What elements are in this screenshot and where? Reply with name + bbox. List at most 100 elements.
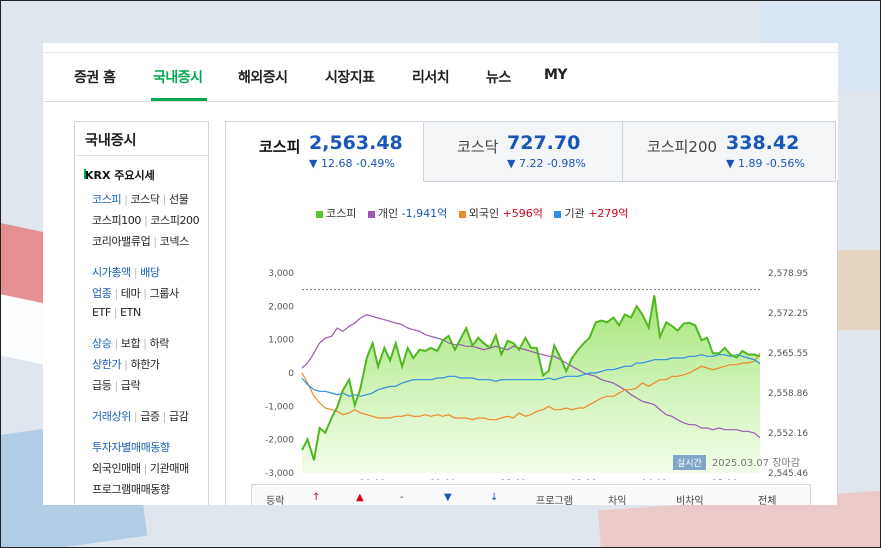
index-tabs: 코스피 2,563.48 ▼ 12.68 -0.49% 코스닥 727.70 ▼… [225,121,836,182]
series-line-institution [301,354,761,397]
sidebar-row: 코스피100 | 코스피200 [92,214,200,227]
sidebar-row: 투자자별매매동향 [92,439,170,455]
nav-stock-home[interactable]: 증권 홈 [74,70,116,86]
sidebar-row: ETF | ETN [92,306,141,319]
kospi-area [302,295,760,473]
x-tick-label: 11:00 [430,479,456,480]
nav-news[interactable]: 뉴스 [486,70,511,86]
sidebar-link-etn[interactable]: ETN [120,306,141,319]
tab-kospi200[interactable]: 코스피200 338.42 ▼ 1.89 -0.56% [622,121,836,182]
sidebar-link-kospi[interactable]: 코스피 [92,193,122,206]
y-left-tick-label: 0 [288,369,294,379]
sidebar-row: 프로그램매매동향 [92,481,170,497]
series-line-kospi [301,295,761,461]
intraday-chart: 3,000 2,000 1,000 0 -1,000 -2,000 -3,000 2,578… [265,269,808,480]
sidebar-link-konex[interactable]: 코넥스 [159,235,190,248]
tab-kosdaq[interactable]: 코스닥 727.70 ▼ 7.22 -0.98% [423,121,623,182]
tab-kospi[interactable]: 코스피 2,563.48 ▼ 12.68 -0.49% [225,121,424,182]
sidebar-link-unchanged[interactable]: 보합 [120,337,141,350]
sidebar-link-volume-top[interactable]: 거래상위 [92,410,131,423]
bottom-summary-bar: 등락 ↑ ▲ - ▼ ↓ 프로그램 차익 비차익 전체 [251,484,811,505]
sidebar-row: 급등 | 급락 [92,379,141,392]
legend-institution: 기관 +279억 [554,205,629,221]
y-right-tick-label: 2,552.16 [768,429,808,439]
sidebar-link-institution-trade[interactable]: 기관매매 [149,462,189,475]
nav-indicators[interactable]: 시장지표 [325,70,375,86]
bottom-label-program: 프로그램 [536,496,573,505]
series-line-individual [301,314,761,439]
y-left-tick-label: 1,000 [268,336,294,346]
bottom-label-flat: - [400,492,404,503]
sidebar-link-plunge[interactable]: 급락 [120,379,141,392]
sidebar-link-foreign-trade[interactable]: 외국인매매 [92,462,141,475]
bottom-label-nonarbitrage: 비차익 [676,496,704,505]
sidebar-title: 국내증시 [85,133,137,149]
x-tick-label: 14:00 [641,479,667,480]
tab-kospi-name: 코스피 [259,138,301,156]
y-left-tick-label: -2,000 [265,436,294,446]
y-right-tick-label: 2,545.46 [768,469,808,479]
y-left-tick-label: -1,000 [265,402,294,412]
legend-kospi: 코스피 [316,205,356,221]
tab-kospi200-name: 코스피200 [647,138,718,156]
status-state: 장마감 [772,458,800,469]
bottom-label-total: 전체 [758,496,777,505]
nav-domestic[interactable]: 국내증시 [153,70,203,86]
y-left-tick-label: -3,000 [265,469,294,479]
sidebar-link-kospi100[interactable]: 코스피100 [92,214,141,227]
sidebar-link-group[interactable]: 그룹사 [149,287,180,300]
sidebar-link-investor-trend[interactable]: 투자자별매매동향 [92,441,170,454]
sidebar-row: 거래상위 | 급증 | 급감 [92,410,189,423]
series-line-foreign [301,352,761,421]
sidebar-link-sector[interactable]: 업종 [92,287,112,300]
sidebar-link-kospi200[interactable]: 코스피200 [150,214,200,227]
legend-foreign: 외국인 +596억 [458,205,543,221]
tab-kospi-change: ▼ 12.68 -0.49% [309,157,395,170]
y-right-tick-label: 2,558.86 [768,389,808,399]
x-tick-label: 12:00 [500,479,526,480]
sidebar-row: 코스피 | 코스닥 | 선물 [92,193,189,206]
sidebar-link-theme[interactable]: 테마 [120,287,141,300]
sidebar-link-lower-limit[interactable]: 하한가 [130,358,160,371]
bottom-label-lower: ↓ [490,492,499,503]
stock-panel: 증권 홈 국내증시 해외증시 시장지표 리서치 뉴스 MY 국내증시 KRX 주… [43,43,838,505]
tab-kospi200-value: 338.42 [726,132,800,154]
tab-kosdaq-value: 727.70 [507,132,581,154]
sidebar-link-program-trade[interactable]: 프로그램매매동향 [92,483,170,496]
bottom-label-rise: ▲ [356,492,364,503]
global-nav: 증권 홈 국내증시 해외증시 시장지표 리서치 뉴스 MY [43,53,838,102]
nav-overseas[interactable]: 해외증시 [238,70,288,86]
chart-legend: 코스피 개인 -1,941억 외국인 +596억 기관 +279억 [316,205,637,221]
sidebar-row: 업종 | 테마 | 그룹사 [92,287,180,300]
chart-status: 실시간 2025.03.07 장마감 [673,454,800,470]
y-left-tick-label: 2,000 [268,302,294,312]
y-right-tick-label: 2,565.55 [768,349,808,359]
x-tick-label: 13:00 [571,479,597,480]
y-right-tick-label: 2,578.95 [768,269,808,279]
sidebar-link-volume-decrease[interactable]: 급감 [168,410,189,423]
chart-area: 코스피 개인 -1,941억 외국인 +596억 기관 +279억 3,000 2… [225,180,838,505]
nav-my[interactable]: MY [544,67,568,83]
sidebar-link-kosdaq[interactable]: 코스닥 [130,193,160,206]
sidebar-link-upper-limit[interactable]: 상한가 [92,358,122,371]
sidebar-link-dividend[interactable]: 배당 [140,266,160,279]
sidebar-row: 상한가 | 하한가 [92,358,160,371]
sidebar-link-marketcap[interactable]: 시가총액 [92,266,131,279]
sidebar-link-etf[interactable]: ETF [92,306,111,319]
status-date: 2025.03.07 [711,458,770,469]
bottom-label-fall: ▼ [444,492,452,503]
active-nav-underline [151,98,207,101]
sidebar-row: 외국인매매 | 기관매매 [92,462,189,475]
sidebar-row: 상승 | 보합 | 하락 [92,337,170,350]
sidebar-row: 코리아밸류업 | 코넥스 [92,235,190,248]
nav-research[interactable]: 리서치 [412,70,450,86]
sidebar-link-fall[interactable]: 하락 [149,337,170,350]
sidebar-section-krx[interactable]: KRX 주요시세 [84,169,155,182]
sidebar-link-valueup[interactable]: 코리아밸류업 [92,235,151,248]
tab-kospi200-change: ▼ 1.89 -0.56% [726,157,805,170]
tab-kosdaq-change: ▼ 7.22 -0.98% [507,157,586,170]
sidebar-link-volume-increase[interactable]: 급증 [140,410,160,423]
sidebar-link-surge[interactable]: 급등 [92,379,112,392]
sidebar-link-futures[interactable]: 선물 [168,193,189,206]
sidebar-link-rise[interactable]: 상승 [92,337,112,350]
